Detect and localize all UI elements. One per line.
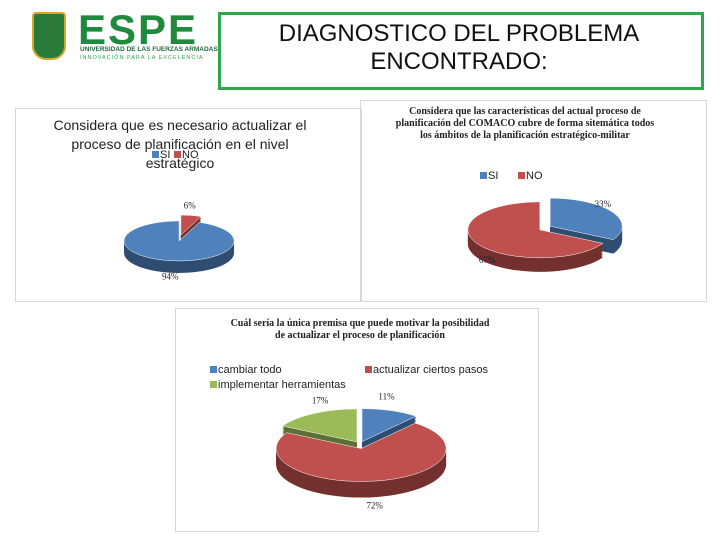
panel [360,100,707,302]
data-label: 33% [595,199,612,209]
pie-slice [361,408,417,443]
data-label: 72% [366,500,383,510]
data-label: 94% [162,271,179,281]
legend-swatch [365,366,372,373]
data-label: 6% [184,201,197,211]
pie-slice [123,220,235,262]
pie-slice [549,197,623,240]
legend-swatch [210,366,217,373]
data-label: 67% [479,255,496,265]
legend-swatch [480,172,487,179]
pie-slice [467,201,604,259]
legend-label: NO [182,149,199,161]
legend-label: implementar herramientas [218,379,346,391]
legend-swatch [152,151,159,158]
data-label: 11% [378,392,395,402]
logo-shield [32,12,66,60]
chart-title: Considera que las características del ac… [395,106,655,141]
legend-label: NO [526,170,543,182]
pie-slice [281,408,358,443]
logo-tagline: INNOVACIÓN PARA LA EXCELENCIA [80,55,204,61]
slide-title: DIAGNOSTICO DEL PROBLEMA ENCONTRADO: [278,20,640,75]
pie-slice [180,214,202,236]
panel [15,108,362,302]
chart-title: Considera que es necesario actualizar el… [53,117,307,171]
logo-name: ESPE [78,6,199,53]
legend-label: SI [488,170,498,182]
pie-slice [275,422,447,482]
legend-swatch [174,151,181,158]
legend: SI NO [152,149,199,161]
title-box [218,12,704,90]
data-label: 17% [312,396,329,406]
legend-swatch [210,381,217,388]
legend-label: SI [160,149,170,161]
logo-subtitle: UNIVERSIDAD DE LAS FUERZAS ARMADAS [80,46,218,53]
panel [175,308,539,532]
legend: SI NO [480,170,543,182]
legend-label: actualizar ciertos pasos [373,364,488,376]
legend-label: cambiar todo [218,364,282,376]
legend: cambiar todo actualizar ciertos pasos impl… [210,364,488,391]
legend-swatch [518,172,525,179]
chart-title: Cuál sería la única premisa que puede mo… [230,318,490,341]
